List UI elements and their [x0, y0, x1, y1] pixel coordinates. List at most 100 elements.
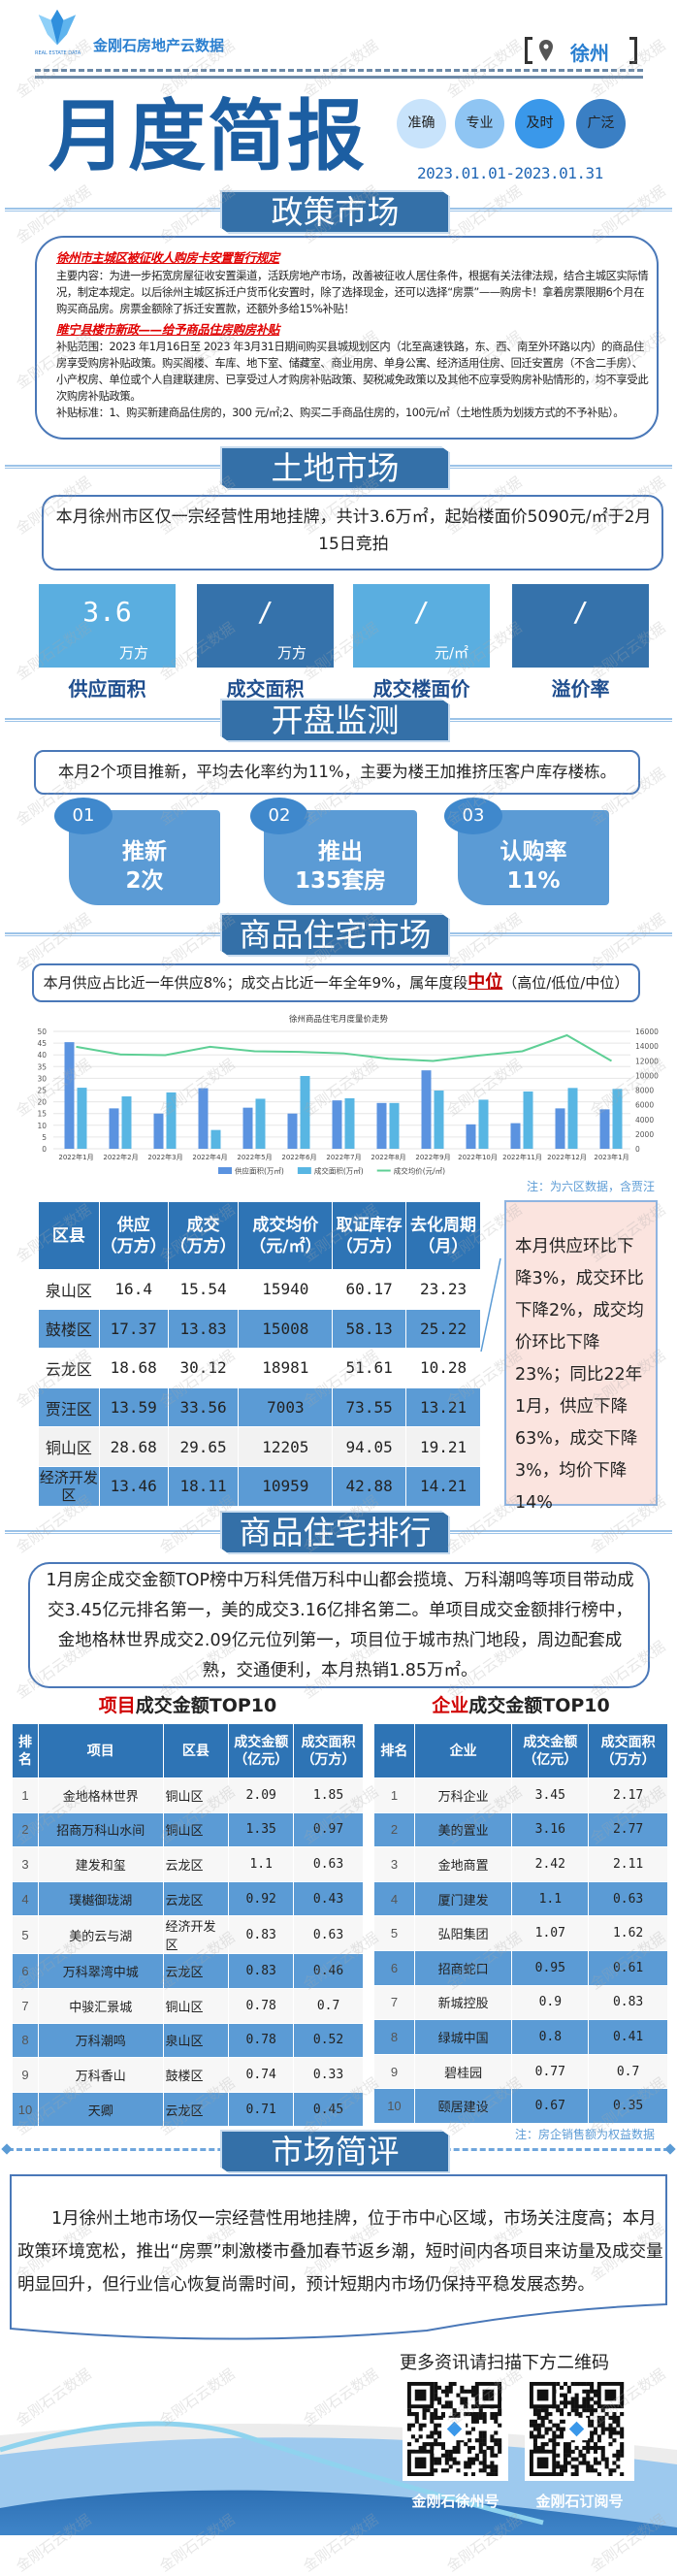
- cell-value: 51.61: [332, 1348, 407, 1388]
- bar-supply: [376, 1102, 387, 1149]
- project-top10-title: 项目成交金额TOP10: [12, 1694, 364, 1717]
- cell-value: 42.88: [332, 1465, 407, 1507]
- cell-value: 0.35: [588, 2088, 668, 2124]
- line-avg-price: [76, 1033, 612, 1062]
- bar-deal: [478, 1099, 489, 1149]
- cell-value: 0.63: [293, 1846, 364, 1882]
- x-tick-label: 2022年1月: [58, 1153, 93, 1161]
- opening-summary: 本月2个项目推新，平均去化率约为11%，主要为楼王加推挤压客户库存楼栋。: [57, 763, 617, 781]
- y-tick-label: 25: [37, 1087, 47, 1095]
- cell-value: 万科翠湾中城: [37, 1953, 164, 1989]
- location-badge[interactable]: 徐州: [525, 37, 637, 65]
- cell-value: 铜山区: [162, 1987, 230, 2024]
- card-label: 推新: [122, 839, 167, 864]
- card-number: 03: [444, 798, 502, 834]
- qr-code-icon: [530, 2382, 625, 2477]
- cell-value: 天卿: [37, 2091, 164, 2128]
- policy-paragraph: 主要内容：为进一步拓宽房屋征收安置渠道，活跃房地产市场，改善被征收人居住条件，根…: [56, 270, 649, 315]
- district-name: 贾汪区: [38, 1386, 100, 1428]
- cell-value: 0.9: [511, 1984, 590, 2021]
- bar-supply: [466, 1124, 476, 1149]
- bar-supply: [242, 1107, 253, 1149]
- table-row: 泉山区 16.4 15.54 15940 60.17 23.23: [38, 1269, 481, 1310]
- header-dashed-divider: [35, 69, 643, 72]
- section-header-opening: 开盘监测: [220, 699, 450, 742]
- cell-value: 0.78: [228, 2022, 295, 2059]
- rank-number: 9: [12, 2057, 39, 2093]
- cell-value: 0.61: [588, 1949, 668, 1986]
- cell-value: 0.63: [588, 1880, 668, 1917]
- ranking-row: 10 颐居建设 0.67 0.35: [373, 2088, 668, 2124]
- rank-number: 9: [373, 2053, 415, 2090]
- cell-value: 3.45: [511, 1777, 590, 1813]
- y-tick-label: 40: [37, 1051, 47, 1060]
- district-name: 泉山区: [38, 1269, 100, 1310]
- cell-value: 25.22: [405, 1308, 481, 1350]
- district-name: 铜山区: [38, 1426, 100, 1467]
- cell-value: 碧桂园: [413, 2053, 513, 2090]
- qr-label: 金刚石订阅号: [535, 2493, 624, 2510]
- tag-label: 广泛: [587, 115, 615, 131]
- ranking-note: 注：房企销售额为权益数据: [514, 2128, 655, 2141]
- city-name: 徐州: [570, 42, 609, 65]
- cell-value: 云龙区: [162, 1880, 230, 1917]
- y2-tick-label: 16000: [635, 1027, 659, 1036]
- y-tick-label: 10: [37, 1122, 47, 1130]
- cell-value: 中骏汇景城: [37, 1987, 164, 2024]
- x-tick-label: 2022年8月: [371, 1153, 405, 1161]
- policy-title[interactable]: 徐州市主城区被征收人购房卡安置暂行规定: [56, 250, 279, 265]
- y-tick-label: 0: [42, 1145, 47, 1154]
- policy-title[interactable]: 睢宁县楼市新政——给予商品住房购房补贴: [56, 322, 279, 337]
- rank-number: 5: [373, 1915, 415, 1951]
- cell-value: 万科潮鸣: [37, 2022, 164, 2059]
- cell-value: 0.63: [293, 1915, 364, 1955]
- tile-value: /: [413, 596, 430, 628]
- ranking-row: 7 中骏汇景城 铜山区 0.78 0.7: [12, 1987, 364, 2024]
- cell-value: 2.42: [511, 1846, 590, 1882]
- column-header: 成交金额（亿元）: [228, 1723, 295, 1778]
- ranking-row: 7 新城控股 0.9 0.83: [373, 1984, 668, 2021]
- column-header: 企业: [413, 1723, 513, 1778]
- qr-code-xuzhou[interactable]: [403, 2377, 508, 2481]
- bar-deal: [77, 1088, 87, 1149]
- cell-value: 0.78: [228, 1987, 295, 2024]
- market-level: 中位: [467, 972, 503, 993]
- cell-value: 0.7: [588, 2053, 668, 2090]
- cell-value: 15008: [238, 1308, 334, 1350]
- cell-value: 15940: [238, 1269, 334, 1310]
- table-row: 经济开发区 13.46 18.11 10959 42.88 14.21: [38, 1465, 481, 1507]
- ranking-row: 9 碧桂园 0.77 0.7: [373, 2053, 668, 2090]
- tile-supply-area: 3.6 万方: [39, 584, 176, 668]
- logo-subtitle: REAL ESTATE DATA: [35, 50, 81, 56]
- policy-paragraph: 补贴标准：1、购买新建商品住房的，300 元/㎡;2、购买二手商品住房的，100…: [56, 407, 625, 419]
- bar-supply: [198, 1088, 209, 1149]
- district-name: 鼓楼区: [38, 1308, 100, 1350]
- rank-number: 2: [12, 1811, 39, 1848]
- qr-code-subscription[interactable]: [525, 2377, 634, 2481]
- bar-supply: [287, 1113, 298, 1149]
- cell-value: 0.97: [293, 1811, 364, 1848]
- y-tick-label: 50: [37, 1027, 47, 1036]
- column-header: 区县: [38, 1201, 100, 1270]
- cell-value: 1.35: [228, 1811, 295, 1848]
- cell-value: 7003: [238, 1386, 334, 1428]
- card-number: 02: [250, 798, 308, 834]
- cell-value: 铜山区: [162, 1777, 230, 1813]
- ranking-row: 1 万科企业 3.45 2.17: [373, 1777, 668, 1813]
- column-header: 成交面积（万方）: [588, 1723, 668, 1778]
- bar-supply: [153, 1113, 164, 1149]
- ranking-row: 4 璞樾御珑湖 云龙区 0.92 0.43: [12, 1880, 364, 1917]
- column-header: 成交金额（亿元）: [511, 1723, 590, 1778]
- ranking-row: 3 建发和玺 云龙区 1.1 0.63: [12, 1846, 364, 1882]
- diamond-icon: [664, 2143, 676, 2155]
- table-row: 鼓楼区 17.37 13.83 15008 58.13 25.22: [38, 1308, 481, 1350]
- ranking-summary: 1月房企成交金额TOP榜中万科凭借万科中山都会揽境、万科潮鸣等项目带动成交3.4…: [46, 1571, 634, 1680]
- table-row: 贾汪区 13.59 33.56 7003 73.55 13.21: [38, 1386, 481, 1428]
- column-header: 供应 （万方）: [98, 1201, 169, 1270]
- x-tick-label: 2023年1月: [594, 1153, 629, 1161]
- card-label: 认购率: [500, 839, 567, 864]
- rank-number: 7: [373, 1984, 415, 2021]
- bar-deal: [255, 1098, 266, 1149]
- cell-value: 2.17: [588, 1777, 668, 1813]
- ranking-row: 6 万科翠湾中城 云龙区 0.83 0.46: [12, 1953, 364, 1989]
